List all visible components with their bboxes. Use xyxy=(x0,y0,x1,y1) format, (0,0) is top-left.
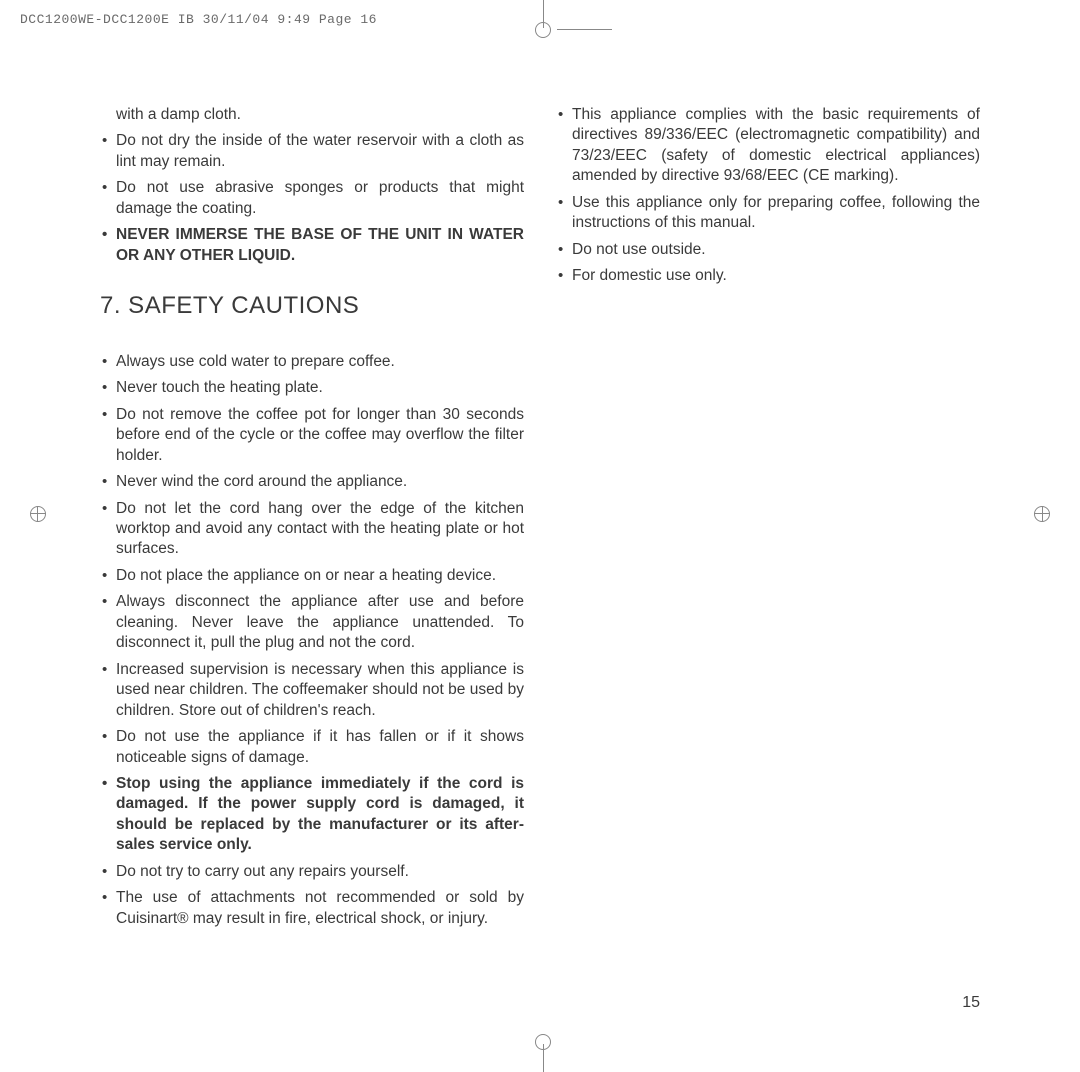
list-item: For domestic use only. xyxy=(556,266,980,286)
bullet-list-top: Do not dry the inside of the water reser… xyxy=(100,131,524,266)
list-item-bold: NEVER IMMERSE THE BASE OF THE UNIT IN WA… xyxy=(100,225,524,266)
content-area: with a damp cloth. Do not dry the inside… xyxy=(100,105,980,935)
crop-mark-left xyxy=(0,495,55,535)
file-header: DCC1200WE-DCC1200E IB 30/11/04 9:49 Page… xyxy=(20,12,377,27)
list-item: Use this appliance only for preparing co… xyxy=(556,193,980,234)
list-item: The use of attachments not recommended o… xyxy=(100,888,524,929)
section-heading: 7. SAFETY CAUTIONS xyxy=(100,290,524,322)
crop-mark-top xyxy=(524,0,564,50)
list-item: Do not dry the inside of the water reser… xyxy=(100,131,524,172)
list-item: Do not use outside. xyxy=(556,240,980,260)
list-item: Do not remove the coffee pot for longer … xyxy=(100,405,524,466)
crop-mark-bottom xyxy=(524,1022,564,1072)
list-item: Always disconnect the appliance after us… xyxy=(100,592,524,653)
crop-mark-right xyxy=(1025,495,1080,535)
list-item: Do not try to carry out any repairs your… xyxy=(100,862,524,882)
list-item: Do not use the appliance if it has falle… xyxy=(100,727,524,768)
list-item: Always use cold water to prepare coffee. xyxy=(100,352,524,372)
list-item: Do not place the appliance on or near a … xyxy=(100,566,524,586)
list-item: This appliance complies with the basic r… xyxy=(556,105,980,187)
list-item: Do not use abrasive sponges or products … xyxy=(100,178,524,219)
bullet-list-right: This appliance complies with the basic r… xyxy=(556,105,980,287)
page-number: 15 xyxy=(962,994,980,1012)
right-column: This appliance complies with the basic r… xyxy=(556,105,980,935)
lead-text: with a damp cloth. xyxy=(116,105,524,125)
list-item-bold: Stop using the appliance immediately if … xyxy=(100,774,524,856)
bullet-list-main: Always use cold water to prepare coffee.… xyxy=(100,352,524,929)
list-item: Increased supervision is necessary when … xyxy=(100,660,524,721)
list-item: Never touch the heating plate. xyxy=(100,378,524,398)
list-item: Do not let the cord hang over the edge o… xyxy=(100,499,524,560)
list-item: Never wind the cord around the appliance… xyxy=(100,472,524,492)
left-column: with a damp cloth. Do not dry the inside… xyxy=(100,105,524,935)
